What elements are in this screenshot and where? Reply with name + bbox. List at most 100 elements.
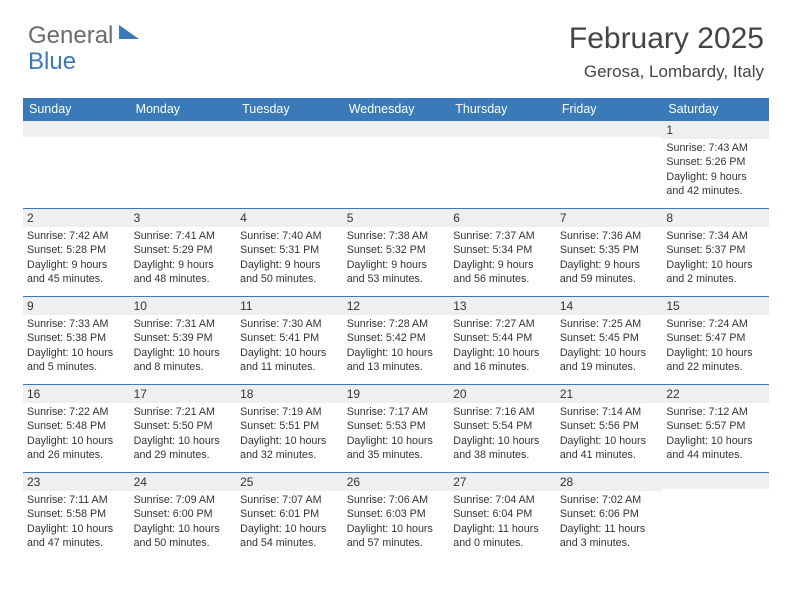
calendar-day-cell: 15Sunrise: 7:24 AMSunset: 5:47 PMDayligh… (662, 297, 769, 385)
day-number: 1 (662, 121, 769, 139)
calendar-day-cell: 28Sunrise: 7:02 AMSunset: 6:06 PMDayligh… (556, 473, 663, 561)
calendar-day-cell: 6Sunrise: 7:37 AMSunset: 5:34 PMDaylight… (449, 209, 556, 297)
day-details: Sunrise: 7:34 AMSunset: 5:37 PMDaylight:… (662, 227, 769, 291)
logo-second-line: Blue (28, 48, 76, 76)
calendar-day-cell (556, 121, 663, 209)
weekday-header: Wednesday (343, 98, 450, 121)
day-number: 4 (236, 209, 343, 227)
day-number: 28 (556, 473, 663, 491)
day-details: Sunrise: 7:30 AMSunset: 5:41 PMDaylight:… (236, 315, 343, 379)
weekday-header-row: Sunday Monday Tuesday Wednesday Thursday… (23, 98, 769, 121)
day-number: 27 (449, 473, 556, 491)
logo-triangle-icon (119, 25, 139, 39)
day-number: 2 (23, 209, 130, 227)
calendar-day-cell: 11Sunrise: 7:30 AMSunset: 5:41 PMDayligh… (236, 297, 343, 385)
day-details: Sunrise: 7:25 AMSunset: 5:45 PMDaylight:… (556, 315, 663, 379)
month-title: February 2025 (569, 22, 764, 56)
day-number: 18 (236, 385, 343, 403)
weekday-header: Friday (556, 98, 663, 121)
day-number: 8 (662, 209, 769, 227)
day-details: Sunrise: 7:24 AMSunset: 5:47 PMDaylight:… (662, 315, 769, 379)
day-details: Sunrise: 7:06 AMSunset: 6:03 PMDaylight:… (343, 491, 450, 555)
calendar-day-cell (130, 121, 237, 209)
calendar-day-cell: 25Sunrise: 7:07 AMSunset: 6:01 PMDayligh… (236, 473, 343, 561)
weekday-header: Saturday (662, 98, 769, 121)
day-number: 3 (130, 209, 237, 227)
day-details: Sunrise: 7:17 AMSunset: 5:53 PMDaylight:… (343, 403, 450, 467)
day-details: Sunrise: 7:14 AMSunset: 5:56 PMDaylight:… (556, 403, 663, 467)
day-details: Sunrise: 7:04 AMSunset: 6:04 PMDaylight:… (449, 491, 556, 555)
day-number (236, 121, 343, 137)
day-details: Sunrise: 7:12 AMSunset: 5:57 PMDaylight:… (662, 403, 769, 467)
calendar-day-cell (23, 121, 130, 209)
logo-text-general: General (28, 22, 113, 50)
day-number: 6 (449, 209, 556, 227)
calendar-week-row: 2Sunrise: 7:42 AMSunset: 5:28 PMDaylight… (23, 209, 769, 297)
day-number (449, 121, 556, 137)
calendar-day-cell: 2Sunrise: 7:42 AMSunset: 5:28 PMDaylight… (23, 209, 130, 297)
calendar-day-cell: 24Sunrise: 7:09 AMSunset: 6:00 PMDayligh… (130, 473, 237, 561)
calendar-day-cell: 1Sunrise: 7:43 AMSunset: 5:26 PMDaylight… (662, 121, 769, 209)
calendar-day-cell (236, 121, 343, 209)
calendar-day-cell: 19Sunrise: 7:17 AMSunset: 5:53 PMDayligh… (343, 385, 450, 473)
calendar-day-cell: 16Sunrise: 7:22 AMSunset: 5:48 PMDayligh… (23, 385, 130, 473)
day-number: 15 (662, 297, 769, 315)
day-details: Sunrise: 7:37 AMSunset: 5:34 PMDaylight:… (449, 227, 556, 291)
day-number (23, 121, 130, 137)
calendar-table: Sunday Monday Tuesday Wednesday Thursday… (23, 98, 769, 561)
day-number: 19 (343, 385, 450, 403)
calendar-day-cell: 13Sunrise: 7:27 AMSunset: 5:44 PMDayligh… (449, 297, 556, 385)
calendar-week-row: 23Sunrise: 7:11 AMSunset: 5:58 PMDayligh… (23, 473, 769, 561)
calendar-week-row: 16Sunrise: 7:22 AMSunset: 5:48 PMDayligh… (23, 385, 769, 473)
calendar-day-cell: 14Sunrise: 7:25 AMSunset: 5:45 PMDayligh… (556, 297, 663, 385)
calendar-day-cell: 18Sunrise: 7:19 AMSunset: 5:51 PMDayligh… (236, 385, 343, 473)
calendar-day-cell: 20Sunrise: 7:16 AMSunset: 5:54 PMDayligh… (449, 385, 556, 473)
day-details: Sunrise: 7:21 AMSunset: 5:50 PMDaylight:… (130, 403, 237, 467)
calendar-day-cell: 7Sunrise: 7:36 AMSunset: 5:35 PMDaylight… (556, 209, 663, 297)
day-number: 13 (449, 297, 556, 315)
day-number: 14 (556, 297, 663, 315)
day-details: Sunrise: 7:07 AMSunset: 6:01 PMDaylight:… (236, 491, 343, 555)
day-details: Sunrise: 7:38 AMSunset: 5:32 PMDaylight:… (343, 227, 450, 291)
calendar-day-cell: 5Sunrise: 7:38 AMSunset: 5:32 PMDaylight… (343, 209, 450, 297)
calendar-day-cell: 8Sunrise: 7:34 AMSunset: 5:37 PMDaylight… (662, 209, 769, 297)
calendar-day-cell: 26Sunrise: 7:06 AMSunset: 6:03 PMDayligh… (343, 473, 450, 561)
day-details: Sunrise: 7:16 AMSunset: 5:54 PMDaylight:… (449, 403, 556, 467)
day-details: Sunrise: 7:22 AMSunset: 5:48 PMDaylight:… (23, 403, 130, 467)
calendar-day-cell: 27Sunrise: 7:04 AMSunset: 6:04 PMDayligh… (449, 473, 556, 561)
calendar-day-cell: 21Sunrise: 7:14 AMSunset: 5:56 PMDayligh… (556, 385, 663, 473)
day-number: 12 (343, 297, 450, 315)
logo: General (28, 22, 143, 50)
calendar-week-row: 1Sunrise: 7:43 AMSunset: 5:26 PMDaylight… (23, 121, 769, 209)
calendar-day-cell (449, 121, 556, 209)
day-number: 26 (343, 473, 450, 491)
weekday-header: Sunday (23, 98, 130, 121)
day-details: Sunrise: 7:42 AMSunset: 5:28 PMDaylight:… (23, 227, 130, 291)
day-details: Sunrise: 7:41 AMSunset: 5:29 PMDaylight:… (130, 227, 237, 291)
day-number: 9 (23, 297, 130, 315)
day-details: Sunrise: 7:36 AMSunset: 5:35 PMDaylight:… (556, 227, 663, 291)
weekday-header: Tuesday (236, 98, 343, 121)
day-details: Sunrise: 7:09 AMSunset: 6:00 PMDaylight:… (130, 491, 237, 555)
day-number: 24 (130, 473, 237, 491)
calendar-day-cell: 4Sunrise: 7:40 AMSunset: 5:31 PMDaylight… (236, 209, 343, 297)
day-number: 25 (236, 473, 343, 491)
day-number: 20 (449, 385, 556, 403)
calendar-day-cell: 17Sunrise: 7:21 AMSunset: 5:50 PMDayligh… (130, 385, 237, 473)
day-details: Sunrise: 7:40 AMSunset: 5:31 PMDaylight:… (236, 227, 343, 291)
title-block: February 2025 Gerosa, Lombardy, Italy (569, 22, 764, 82)
day-number: 5 (343, 209, 450, 227)
calendar-day-cell: 9Sunrise: 7:33 AMSunset: 5:38 PMDaylight… (23, 297, 130, 385)
header: General February 2025 Gerosa, Lombardy, … (0, 0, 792, 90)
day-number (556, 121, 663, 137)
day-number: 22 (662, 385, 769, 403)
logo-text-blue: Blue (28, 48, 76, 75)
day-number: 17 (130, 385, 237, 403)
day-number (130, 121, 237, 137)
day-number: 10 (130, 297, 237, 315)
calendar-day-cell: 3Sunrise: 7:41 AMSunset: 5:29 PMDaylight… (130, 209, 237, 297)
calendar-day-cell: 12Sunrise: 7:28 AMSunset: 5:42 PMDayligh… (343, 297, 450, 385)
day-number: 21 (556, 385, 663, 403)
calendar-day-cell (343, 121, 450, 209)
calendar-day-cell: 10Sunrise: 7:31 AMSunset: 5:39 PMDayligh… (130, 297, 237, 385)
